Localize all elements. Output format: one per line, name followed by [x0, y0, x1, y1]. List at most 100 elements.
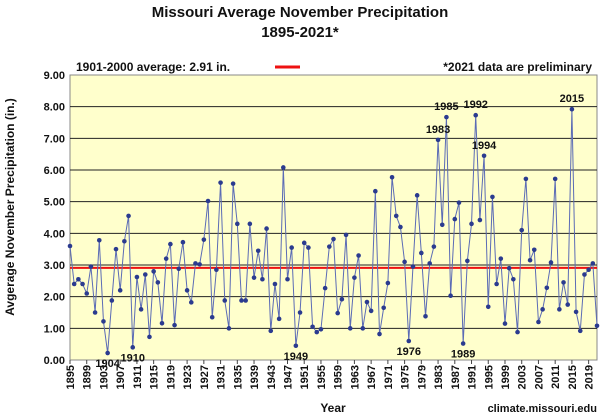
x-tick-label: 1971 [383, 365, 395, 389]
data-point [142, 272, 148, 277]
x-tick-label: 1975 [400, 365, 412, 389]
data-point [235, 221, 240, 227]
x-tick-label: 1963 [349, 365, 361, 389]
x-tick-label: 1899 [82, 365, 94, 389]
x-tick-label: 2015 [567, 365, 579, 389]
data-point [109, 298, 115, 303]
data-point [347, 326, 353, 331]
data-point [481, 153, 487, 159]
data-point [126, 213, 131, 219]
data-point [356, 253, 361, 258]
x-tick-label: 1923 [182, 365, 194, 389]
x-tick-label: 2011 [550, 365, 562, 389]
data-point [523, 176, 529, 182]
data-point [469, 221, 474, 227]
legend-label: 1901-2000 average: 2.91 in. [76, 60, 230, 74]
data-point [268, 328, 274, 334]
x-tick-label: 1995 [483, 365, 495, 389]
data-point [398, 224, 403, 230]
data-point [260, 276, 265, 282]
data-point [444, 114, 449, 120]
data-point [586, 267, 591, 273]
data-point [197, 262, 202, 267]
data-point [452, 216, 458, 222]
annotation-label: 1910 [120, 352, 144, 364]
data-point [301, 240, 307, 246]
data-point [343, 232, 349, 238]
data-point [138, 307, 144, 312]
annotation-label: 1983 [426, 124, 450, 136]
data-point [184, 288, 190, 293]
data-point [193, 261, 198, 266]
x-tick-label: 1947 [282, 365, 294, 389]
data-point [122, 238, 127, 244]
data-point [473, 112, 479, 118]
data-point [180, 239, 186, 245]
data-point [168, 241, 173, 247]
data-point [364, 299, 370, 305]
annotation-label: 1949 [284, 351, 308, 363]
plot-area: 0.00 1.00 2.00 3.00 4.00 5.00 6.00 7.00 8.00 9.00… [44, 70, 600, 389]
x-tick-label: 1927 [199, 365, 211, 389]
data-point [393, 213, 399, 219]
data-point [293, 343, 299, 349]
y-tick-label: 7.00 [44, 133, 65, 145]
data-point [577, 328, 583, 334]
data-point [80, 281, 85, 287]
data-point [113, 246, 119, 252]
data-point [502, 321, 508, 326]
x-tick-label: 2003 [517, 365, 529, 389]
data-point [101, 319, 106, 324]
data-point [172, 322, 177, 328]
data-point [218, 180, 223, 185]
data-point [448, 293, 453, 299]
data-point [490, 194, 495, 200]
data-point [506, 265, 512, 271]
data-point [222, 298, 228, 303]
annotation-label: 1989 [451, 349, 475, 361]
data-point [289, 245, 294, 250]
data-point [71, 281, 77, 287]
y-tick-label: 5.00 [44, 197, 65, 209]
data-point [130, 345, 136, 350]
data-point [339, 296, 345, 302]
data-point [548, 260, 554, 265]
data-point [243, 298, 248, 303]
source-credit: climate.missouri.edu [488, 403, 597, 415]
data-point [327, 244, 332, 249]
data-point [561, 280, 566, 285]
data-point [423, 314, 428, 319]
annotation-label: 1992 [463, 99, 487, 111]
data-point [552, 176, 558, 182]
data-point [134, 274, 140, 280]
data-point [498, 256, 504, 261]
data-point [368, 308, 374, 314]
data-point [377, 331, 382, 337]
data-point [519, 227, 525, 233]
data-point [285, 276, 290, 282]
data-point [536, 319, 541, 325]
annotation-label: 1994 [472, 140, 497, 152]
data-point [105, 350, 110, 356]
x-tick-label: 2019 [584, 365, 596, 389]
data-point [331, 236, 336, 242]
x-tick-label: 1943 [266, 365, 278, 389]
data-point [151, 269, 156, 274]
x-tick-label: 1979 [416, 365, 428, 389]
plot-background [69, 74, 598, 361]
y-tick-label: 0.00 [44, 355, 65, 367]
data-point [247, 221, 253, 227]
data-point [159, 320, 165, 326]
x-tick-label: 2007 [533, 365, 545, 389]
data-point [96, 238, 102, 243]
x-tick-label: 1955 [316, 365, 328, 389]
data-point [460, 341, 466, 346]
data-point [590, 261, 596, 266]
data-point [76, 276, 81, 282]
data-point [410, 264, 416, 269]
data-point [281, 165, 286, 170]
data-point [531, 247, 537, 253]
data-point [511, 276, 516, 282]
y-tick-label: 9.00 [44, 70, 65, 82]
